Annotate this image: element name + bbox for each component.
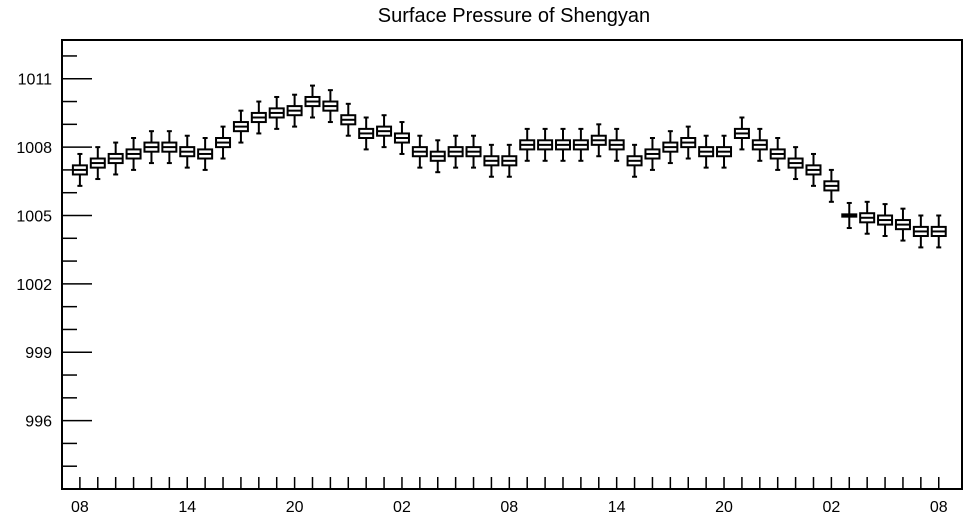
box-series: [71, 84, 947, 249]
x-tick-label: 02: [822, 499, 840, 516]
box-mark: [680, 125, 697, 160]
box-mark: [572, 127, 589, 162]
x-tick-label: 20: [715, 499, 733, 516]
box-mark: [554, 127, 571, 162]
box-mark: [859, 200, 876, 235]
x-tick-label: 14: [608, 499, 626, 516]
box-mark: [107, 141, 124, 176]
chart-title: Surface Pressure of Shengyan: [378, 5, 650, 27]
box-mark: [71, 152, 88, 187]
y-tick-label: 1008: [16, 140, 52, 157]
y-axis: 996 999 1002 1005 1008 1011: [16, 55, 92, 490]
x-tick-label: 14: [178, 499, 196, 516]
box-mark: [447, 134, 464, 169]
box-mark: [501, 143, 518, 178]
box-mark: [393, 121, 410, 155]
x-tick-label: 08: [71, 499, 89, 516]
x-tick-label: 02: [393, 499, 411, 516]
x-tick-label: 08: [500, 499, 518, 516]
box-mark: [823, 168, 840, 203]
box-mark: [286, 93, 303, 128]
box-mark: [358, 116, 375, 151]
y-tick-label: 1011: [18, 72, 53, 89]
box-mark: [662, 130, 679, 165]
x-axis: 08 14 20 02 08 14 20 02 08: [71, 477, 948, 516]
box-mark: [841, 201, 858, 230]
box-mark: [912, 214, 929, 249]
box-mark: [608, 127, 625, 162]
box-mark: [250, 100, 267, 135]
box-mark: [930, 214, 947, 249]
box-mark: [751, 127, 768, 162]
box-mark: [733, 116, 750, 151]
box-mark: [626, 143, 643, 178]
box-mark: [232, 109, 249, 144]
box-mark: [698, 134, 715, 169]
y-tick-label: 1002: [16, 277, 52, 294]
box-mark: [197, 137, 214, 171]
y-tick-label: 999: [25, 345, 52, 362]
box-mark: [644, 137, 661, 171]
box-mark: [805, 152, 822, 187]
box-mark: [268, 95, 285, 130]
box-mark: [769, 137, 786, 171]
x-tick-label: 08: [930, 499, 948, 516]
plot-frame: [61, 39, 963, 490]
box-mark: [125, 137, 142, 171]
box-mark: [411, 134, 428, 169]
box-mark: [537, 127, 554, 162]
box-mark: [304, 84, 321, 119]
box-mark: [215, 125, 232, 160]
box-mark: [716, 134, 733, 169]
box-mark: [877, 203, 894, 238]
box-mark: [322, 89, 339, 124]
box-mark: [376, 114, 393, 149]
box-mark: [143, 130, 160, 165]
y-tick-label: 996: [25, 414, 52, 431]
box-mark: [340, 102, 357, 137]
box-mark: [787, 146, 804, 181]
box-mark: [519, 127, 536, 162]
box-mark: [590, 123, 607, 158]
x-tick-label: 20: [286, 499, 304, 516]
box-mark: [894, 207, 911, 242]
box-mark: [483, 143, 500, 178]
box-mark: [429, 139, 446, 174]
box-mark: [465, 134, 482, 169]
box-mark: [161, 130, 178, 165]
box-mark: [89, 146, 106, 181]
y-tick-label: 1005: [16, 208, 52, 225]
box-mark: [179, 134, 196, 169]
